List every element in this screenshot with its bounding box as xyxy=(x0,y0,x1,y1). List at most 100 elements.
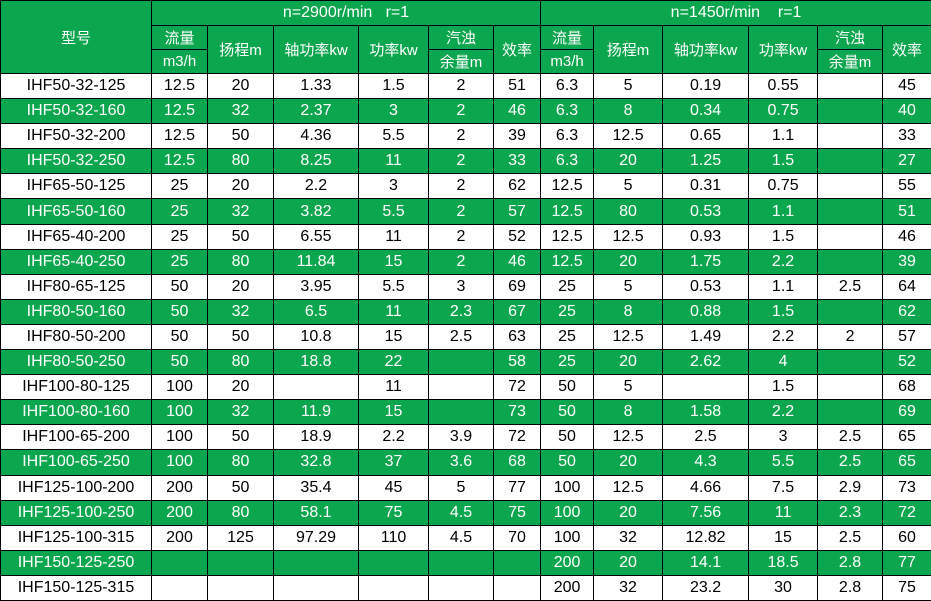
value-cell: 75 xyxy=(882,574,931,601)
value-cell: 65 xyxy=(882,449,931,476)
value-cell: 72 xyxy=(492,424,542,451)
model-cell: IHF100-80-160 xyxy=(0,399,152,426)
table-row: IHF50-32-160 12.5 32 2.37 3 2 46 6.3 8 0.34 0.75 40 xyxy=(0,98,931,125)
value-cell: 72 xyxy=(882,499,931,526)
value-cell: 63 xyxy=(492,323,542,351)
value-cell: 64 xyxy=(882,273,931,300)
value-cell: 18.9 xyxy=(273,424,359,451)
col-header-npsh-g2: 汽浊 xyxy=(817,25,884,50)
table-row: IHF80-65-125 50 20 3.95 5.5 3 69 25 5 0.53 1.1 2.5 6… xyxy=(0,273,931,300)
model-cell: IHF125-100-315 xyxy=(0,524,152,551)
value-cell: 20 xyxy=(593,499,664,526)
value-cell: 12.5 xyxy=(151,72,208,100)
value-cell: 2 xyxy=(817,323,884,351)
value-cell: 80 xyxy=(207,349,274,376)
col-header-flow-g2: 流量 xyxy=(540,25,595,50)
value-cell xyxy=(817,223,884,250)
table-row: IHF65-40-250 25 80 11.84 15 2 46 12.5 20 1.75 2.2 3… xyxy=(0,248,931,275)
value-cell: 12.5 xyxy=(540,223,595,250)
value-cell: 20 xyxy=(207,273,274,300)
col-header-npsh-unit-g1: 余量m xyxy=(428,49,494,74)
value-cell: 5 xyxy=(593,72,664,100)
value-cell: 52 xyxy=(882,349,931,376)
value-cell: 20 xyxy=(593,549,664,576)
value-cell: 15 xyxy=(358,399,429,426)
value-cell: 25 xyxy=(151,248,208,275)
value-cell: 32 xyxy=(207,98,274,125)
value-cell: 12.5 xyxy=(151,123,208,150)
value-cell: 4.36 xyxy=(273,123,359,150)
col-header-shaft-power-g2: 轴功率kw xyxy=(662,25,750,74)
value-cell: 75 xyxy=(492,499,542,526)
value-cell: 2.5 xyxy=(817,524,884,551)
value-cell: 2.37 xyxy=(273,98,359,125)
value-cell: 25 xyxy=(151,198,208,225)
value-cell: 30 xyxy=(748,574,819,601)
value-cell: 18.5 xyxy=(748,549,819,576)
value-cell: 12.5 xyxy=(151,148,208,175)
value-cell: 32 xyxy=(207,298,274,325)
value-cell: 2.9 xyxy=(817,474,884,501)
model-cell: IHF65-40-200 xyxy=(0,223,152,250)
value-cell: 80 xyxy=(207,449,274,476)
value-cell: 18.8 xyxy=(273,349,359,376)
value-cell: 32 xyxy=(593,524,664,551)
value-cell: 68 xyxy=(882,374,931,401)
table-row: IHF100-80-125 100 20 11 72 50 5 1.5 68 xyxy=(0,374,931,401)
value-cell: 10.8 xyxy=(273,323,359,351)
value-cell: 0.75 xyxy=(748,98,819,125)
value-cell: 200 xyxy=(151,499,208,526)
value-cell: 0.34 xyxy=(662,98,750,125)
value-cell: 2.8 xyxy=(817,574,884,601)
value-cell: 72 xyxy=(492,374,542,401)
value-cell: 32 xyxy=(593,574,664,601)
value-cell: 1.58 xyxy=(662,399,750,426)
col-header-power-g1: 功率kw xyxy=(358,25,429,74)
value-cell: 51 xyxy=(492,72,542,100)
value-cell: 12.5 xyxy=(540,198,595,225)
value-cell: 0.88 xyxy=(662,298,750,325)
value-cell xyxy=(151,549,208,576)
value-cell: 3.82 xyxy=(273,198,359,225)
model-cell: IHF50-32-200 xyxy=(0,123,152,150)
value-cell: 200 xyxy=(151,524,208,551)
value-cell: 20 xyxy=(207,173,274,200)
value-cell xyxy=(817,399,884,426)
value-cell: 200 xyxy=(540,549,595,576)
value-cell: 25 xyxy=(540,323,595,351)
value-cell: 51 xyxy=(882,198,931,225)
value-cell: 1.5 xyxy=(748,223,819,250)
value-cell: 2.5 xyxy=(817,424,884,451)
value-cell: 2 xyxy=(428,248,494,275)
value-cell: 12.5 xyxy=(151,98,208,125)
col-header-head-g1: 扬程m xyxy=(207,25,274,74)
value-cell: 50 xyxy=(540,374,595,401)
model-cell: IHF80-50-250 xyxy=(0,349,152,376)
value-cell: 2 xyxy=(428,148,494,175)
value-cell: 1.5 xyxy=(748,374,819,401)
value-cell: 45 xyxy=(358,474,429,501)
value-cell: 7.56 xyxy=(662,499,750,526)
value-cell xyxy=(428,374,494,401)
value-cell: 37 xyxy=(358,449,429,476)
table-row: IHF100-80-160 100 32 11.9 15 73 50 8 1.58 2.2 69 xyxy=(0,399,931,426)
value-cell xyxy=(207,574,274,601)
value-cell xyxy=(273,549,359,576)
value-cell: 2.62 xyxy=(662,349,750,376)
value-cell: 100 xyxy=(151,424,208,451)
table-row: IHF150-125-250 200 20 14.1 18.5 2.8 77 xyxy=(0,549,931,576)
table-row: IHF100-65-200 100 50 18.9 2.2 3.9 72 50 12.5 2.5 3… xyxy=(0,424,931,451)
value-cell: 110 xyxy=(358,524,429,551)
value-cell: 0.55 xyxy=(748,72,819,100)
value-cell: 6.3 xyxy=(540,72,595,100)
model-cell: IHF100-65-250 xyxy=(0,449,152,476)
value-cell: 100 xyxy=(151,449,208,476)
table-row: IHF125-100-200 200 50 35.4 45 5 77 100 12.5 4.66 7… xyxy=(0,474,931,501)
value-cell: 80 xyxy=(593,198,664,225)
value-cell xyxy=(428,399,494,426)
value-cell: 15 xyxy=(748,524,819,551)
value-cell: 3 xyxy=(748,424,819,451)
value-cell: 5.5 xyxy=(358,123,429,150)
table-row: IHF50-32-250 12.5 80 8.25 11 2 33 6.3 20 1.25 1.5 2… xyxy=(0,148,931,175)
value-cell: 0.19 xyxy=(662,72,750,100)
